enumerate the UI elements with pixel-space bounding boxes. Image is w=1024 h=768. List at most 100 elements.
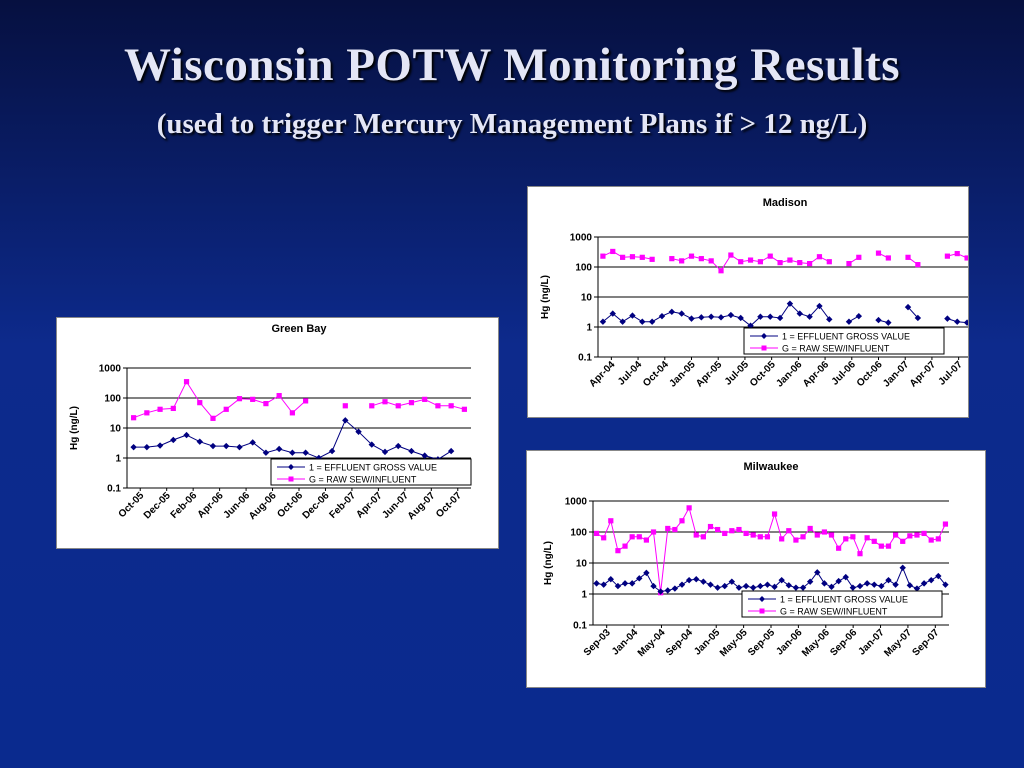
effluent-data-point <box>143 443 151 451</box>
influent-data-point <box>650 529 657 535</box>
x-tick-label: Apr-07 <box>354 490 384 520</box>
x-tick-label: Jan-07 <box>881 359 911 389</box>
influent-data-point <box>601 535 607 541</box>
effluent-data-point <box>792 584 800 591</box>
influent-data-point <box>750 532 756 538</box>
influent-data-point <box>593 530 600 537</box>
x-tick-label: Aug-07 <box>406 490 438 522</box>
effluent-data-point <box>328 447 336 455</box>
y-tick-label: 0.1 <box>107 484 121 495</box>
x-tick-label: Jan-06 <box>774 627 804 657</box>
x-tick-label: Dec-05 <box>142 490 173 521</box>
x-tick-label: Jan-05 <box>667 359 697 389</box>
effluent-data-point <box>842 573 849 581</box>
influent-data-point <box>722 530 728 537</box>
effluent-data-point <box>236 443 243 451</box>
influent-series-line <box>133 380 306 419</box>
effluent-data-point <box>130 443 137 451</box>
effluent-legend-marker <box>759 596 765 602</box>
x-tick-label: Sep-07 <box>910 627 941 658</box>
influent-data-point <box>615 548 621 554</box>
influent-data-point <box>600 253 606 259</box>
x-tick-label: Oct-07 <box>434 490 464 520</box>
influent-series-line <box>596 506 946 593</box>
influent-data-point <box>369 403 375 409</box>
x-tick-label: Oct-04 <box>641 359 671 389</box>
effluent-data-point <box>871 581 878 588</box>
influent-data-point <box>915 262 921 268</box>
influent-data-point <box>807 260 813 267</box>
effluent-data-point <box>668 308 676 316</box>
effluent-data-point <box>849 584 857 591</box>
x-tick-label: Dec-06 <box>301 490 332 521</box>
influent-data-point <box>885 543 892 549</box>
effluent-data-point <box>856 582 864 590</box>
legend-box <box>743 327 945 355</box>
slide-title: Wisconsin POTW Monitoring Results <box>123 39 900 91</box>
milwaukee-chart: Milwaukee Hg (ng/L) 0.1 1 10 100 1000 Sep-03 Jan… <box>526 450 986 688</box>
x-tick-label: Jan-06 <box>774 359 804 389</box>
influent-data-point <box>170 405 176 412</box>
effluent-data-point <box>742 582 750 590</box>
effluent-data-point <box>767 313 774 320</box>
influent-data-point <box>688 253 695 259</box>
effluent-legend-label: 1 = EFFLUENT GROSS VALUE <box>782 332 910 342</box>
influent-legend-marker <box>761 345 767 351</box>
effluent-data-point <box>223 442 230 450</box>
influent-data-point <box>885 255 891 261</box>
slide-subtitle: (used to trigger Mercury Management Plan… <box>156 108 868 140</box>
effluent-data-point <box>658 312 666 320</box>
x-tick-label: Jul-04 <box>616 359 645 388</box>
influent-data-point <box>382 399 388 405</box>
effluent-data-point <box>170 436 177 444</box>
effluent-data-point <box>648 318 656 325</box>
influent-data-point <box>718 268 724 274</box>
influent-data-point <box>276 393 282 399</box>
influent-data-point <box>728 252 734 258</box>
influent-data-point <box>816 254 823 260</box>
x-tick-label: Apr-07 <box>908 359 938 389</box>
influent-data-point <box>250 396 256 402</box>
influent-legend-marker <box>288 476 294 482</box>
influent-data-point <box>793 537 799 543</box>
influent-series-line <box>671 254 830 272</box>
x-tick-label: Apr-06 <box>196 490 226 520</box>
effluent-data-point <box>914 314 922 322</box>
effluent-data-point <box>629 312 636 319</box>
effluent-data-point <box>650 582 657 590</box>
effluent-data-point <box>262 449 270 456</box>
influent-legend-marker <box>759 608 765 614</box>
effluent-data-point <box>892 581 899 588</box>
x-tick-label: Jul-07 <box>937 359 966 388</box>
influent-data-point <box>964 255 968 261</box>
x-tick-label: May-05 <box>718 627 750 659</box>
effluent-data-point <box>835 577 842 585</box>
influent-data-point <box>814 532 820 538</box>
influent-data-point <box>736 526 742 533</box>
effluent-data-point <box>249 439 256 446</box>
y-tick-label: 100 <box>570 528 587 539</box>
x-tick-label: Oct-06 <box>855 359 885 389</box>
influent-data-point <box>636 534 642 540</box>
influent-data-point <box>643 537 649 543</box>
y-tick-label: 10 <box>110 424 122 435</box>
effluent-data-point <box>727 311 735 319</box>
x-tick-label: Aug-06 <box>247 490 279 522</box>
madison-chart: Madison Hg (ng/L) 0.1 1 10 100 1000 Apr-04 Jul-0… <box>527 186 969 418</box>
effluent-data-point <box>664 587 671 594</box>
influent-data-point <box>786 528 792 534</box>
influent-data-point <box>698 256 704 262</box>
influent-data-point <box>914 532 920 538</box>
influent-data-point <box>807 525 813 532</box>
effluent-series-line <box>602 302 830 327</box>
effluent-legend-label: 1 = EFFLUENT GROSS VALUE <box>309 463 437 473</box>
legend-box <box>741 590 943 618</box>
effluent-data-point <box>828 583 835 591</box>
influent-data-point <box>665 525 671 532</box>
influent-data-point <box>907 533 913 539</box>
effluent-legend-marker <box>761 333 767 339</box>
effluent-data-point <box>671 585 679 592</box>
y-tick-label: 1 <box>115 454 121 465</box>
effluent-data-point <box>899 564 906 572</box>
